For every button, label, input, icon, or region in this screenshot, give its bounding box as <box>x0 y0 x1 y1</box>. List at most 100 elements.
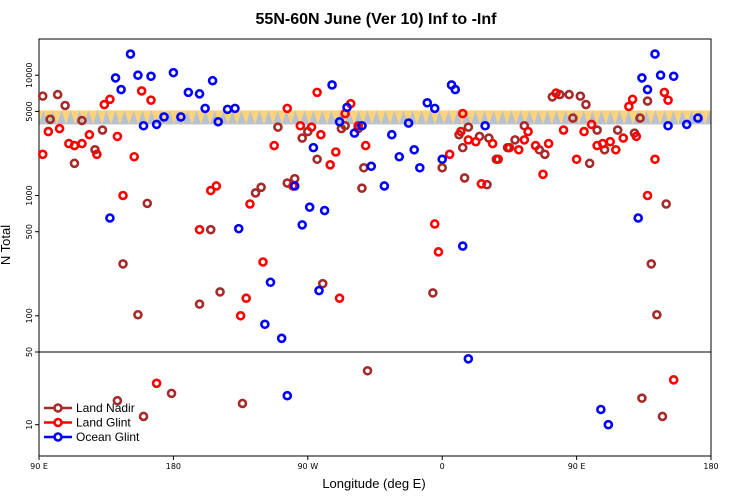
land-nadir-legend-label: Land Nadir <box>76 401 135 415</box>
land-glint-point <box>429 219 440 229</box>
ocean-glint-point <box>437 154 448 165</box>
land-glint-point <box>610 144 621 155</box>
land-nadir-point <box>584 158 595 169</box>
ocean-glint-point <box>480 120 490 131</box>
ocean-glint-point <box>265 277 276 288</box>
ocean-glint-point <box>297 220 308 230</box>
land-glint-point <box>618 133 629 143</box>
land-glint-point <box>457 108 468 119</box>
land-nadir-point <box>652 309 662 320</box>
x-tick-label: 90 E <box>568 462 586 471</box>
chart-title: 55N-60N June (Ver 10) Inf to -Inf <box>256 11 498 28</box>
land-nadir-point <box>97 125 108 135</box>
land-nadir-point <box>612 125 623 135</box>
ocean-glint-point <box>450 84 461 95</box>
land-glint-point <box>84 129 95 140</box>
ocean-glint-point <box>596 404 606 415</box>
land-glint-point <box>551 88 561 98</box>
land-glint-point <box>579 126 589 137</box>
land-glint-point <box>470 136 481 147</box>
land-glint-point <box>334 293 345 304</box>
ocean-glint-point <box>386 129 397 140</box>
land-nadir-point <box>457 142 468 153</box>
land-glint-point <box>258 257 268 267</box>
land-glint-point <box>631 131 642 142</box>
land-nadir-point <box>118 259 128 269</box>
ocean-glint-point <box>213 116 223 127</box>
ocean-glint-point <box>159 112 169 122</box>
land-nadir-point <box>575 91 586 101</box>
land-glint-point <box>146 95 156 105</box>
land-glint-point <box>269 140 280 151</box>
ocean-glint-point <box>334 116 345 127</box>
reference-band-pattern <box>39 110 711 125</box>
ocean-glint-point <box>463 354 474 364</box>
land-nadir-point <box>437 162 448 173</box>
ocean-glint-point <box>319 205 330 216</box>
upper-y-tick-label: 10000 <box>25 62 34 87</box>
land-nadir-point <box>635 113 645 123</box>
land-glint-point <box>538 169 548 180</box>
land-glint-point <box>558 125 569 135</box>
ocean-glint-point <box>693 113 703 123</box>
land-nadir-point <box>37 91 48 101</box>
ocean-glint-point <box>304 202 315 212</box>
land-nadir-point <box>358 162 369 173</box>
land-glint-point <box>235 310 246 321</box>
land-glint-point <box>543 138 554 149</box>
upper-y-tick-label: 1000 <box>25 185 34 205</box>
ocean-glint-point <box>414 162 425 173</box>
ocean-glint-point <box>663 120 673 131</box>
land-nadir-point <box>317 278 328 289</box>
ocean-glint-point <box>327 80 337 90</box>
land-glint-point <box>112 131 123 142</box>
land-nadir-point <box>297 133 308 143</box>
ocean-glint-point <box>200 103 210 114</box>
ocean-glint-point <box>289 181 300 191</box>
ocean-glint-point <box>655 70 666 81</box>
land-nadir-point <box>215 287 225 297</box>
land-glint-point <box>54 123 65 134</box>
ocean-glint-point <box>105 213 115 223</box>
ocean-glint-point <box>222 104 233 115</box>
land-glint-point <box>444 149 455 160</box>
ocean-glint-point <box>194 89 205 99</box>
land-nadir-point <box>142 198 153 209</box>
land-glint-point <box>316 129 326 140</box>
ocean-glint-legend-marker <box>53 432 63 442</box>
upper-y-tick-label: 500 <box>25 224 34 239</box>
land-glint-point <box>99 99 110 110</box>
land-glint-point <box>295 120 306 131</box>
ocean-glint-point <box>116 84 126 95</box>
ocean-glint-point <box>457 241 468 251</box>
land-glint-series <box>37 86 679 389</box>
land-glint-point <box>211 181 222 191</box>
land-glint-point <box>663 95 673 105</box>
ocean-glint-point <box>176 112 186 122</box>
ocean-glint-point <box>308 142 319 153</box>
ocean-glint-point <box>409 144 420 155</box>
land-glint-point <box>504 142 515 153</box>
land-nadir-point <box>166 388 177 399</box>
land-nadir-point <box>459 173 470 183</box>
x-tick-label: 180 <box>166 462 181 471</box>
ocean-glint-point <box>637 73 647 83</box>
plot-frame <box>38 38 712 457</box>
land-glint-point <box>605 136 616 147</box>
ocean-glint-point <box>260 319 270 330</box>
ocean-glint-series <box>105 49 703 430</box>
land-glint-point <box>151 378 162 389</box>
lower-y-tick-label: 10 <box>25 420 34 430</box>
land-nadir-legend-marker <box>53 403 63 413</box>
land-nadir-point <box>237 398 248 409</box>
ocean-glint-point <box>110 73 121 83</box>
ocean-glint-point <box>282 390 293 401</box>
land-nadir-point <box>69 158 80 169</box>
land-glint-point <box>642 190 653 201</box>
land-glint-point <box>136 86 147 96</box>
land-nadir-point <box>657 411 668 422</box>
land-glint-point <box>476 179 487 189</box>
land-glint-point <box>627 94 638 105</box>
